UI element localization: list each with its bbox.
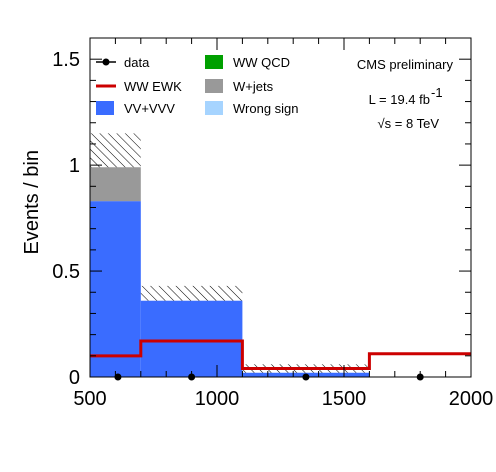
cms-preliminary-label: CMS preliminary <box>357 57 454 72</box>
legend-swatch-w-jets <box>205 79 223 93</box>
luminosity-exponent: -1 <box>431 85 443 100</box>
annotations: CMS preliminary L = 19.4 fb -1 √s = 8 Te… <box>357 57 454 131</box>
legend-swatch-wrong-sign <box>205 101 223 115</box>
axis-labels: 500 1000 1500 2000 0 0.5 1 1.5 <box>52 49 493 410</box>
legend-label-vv-vvv: VV+VVV <box>124 101 175 116</box>
bar-vv-vvv <box>90 201 141 377</box>
energy-label: √s = 8 TeV <box>378 116 440 131</box>
y-tick-label: 1.5 <box>52 49 80 71</box>
legend-label-ww-ewk: WW EWK <box>124 79 182 94</box>
plot-frame <box>89 37 472 378</box>
legend-label-wrong-sign: Wrong sign <box>233 101 299 116</box>
luminosity-label: L = 19.4 fb <box>369 92 430 107</box>
bar-w-jets <box>90 167 141 202</box>
legend-swatch-vv-vvv <box>96 101 114 115</box>
luminosity-text: L = 19.4 fb <box>369 92 430 107</box>
y-tick-label: 0 <box>69 367 80 389</box>
x-tick-label: 2000 <box>449 388 494 410</box>
legend-label-ww-qcd: WW QCD <box>233 55 290 70</box>
uncertainty-band <box>140 285 243 301</box>
plot-area <box>90 133 471 381</box>
x-tick-label: 1500 <box>322 388 367 410</box>
legend-label-data: data <box>124 55 150 70</box>
x-tick-label: 500 <box>73 388 106 410</box>
x-tick-label: 1000 <box>195 388 240 410</box>
legend-marker-data <box>102 58 110 66</box>
y-tick-label: 0.5 <box>52 261 80 283</box>
legend-swatch-ww-qcd <box>205 55 223 69</box>
uncertainty-band <box>90 133 141 168</box>
legend: data WW EWK VV+VVV WW QCD W+jets Wrong sign <box>96 55 299 116</box>
legend-label-w-jets: W+jets <box>233 79 274 94</box>
y-tick-label: 1 <box>69 155 80 177</box>
ewk-step-line <box>90 339 471 371</box>
bar-vv-vvv <box>140 300 243 377</box>
y-axis-title: Events / bin <box>21 150 43 255</box>
